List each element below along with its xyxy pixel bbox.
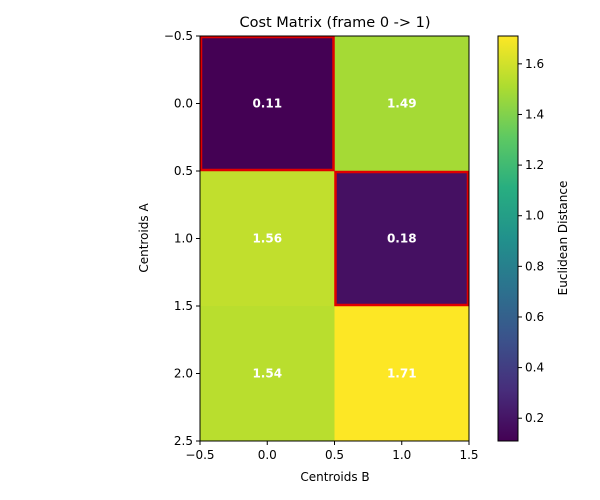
y-tick-label: 1.0: [174, 232, 193, 246]
colorbar-ticks: 0.2 0.4 0.6 0.8 1.0 1.2 1.4 1.6: [518, 57, 544, 425]
y-tick-label: 2.5: [174, 434, 193, 448]
colorbar-tick-label: 1.2: [525, 158, 544, 172]
x-tick-label: 0.0: [258, 448, 277, 462]
x-axis-label: Centroids B: [300, 470, 369, 484]
colorbar-tick-label: 0.8: [525, 259, 544, 273]
cell-label-0-0: 0.11: [252, 97, 282, 111]
colorbar-tick-label: 1.0: [525, 209, 544, 223]
y-axis-ticks: −0.5 0.0 0.5 1.0 1.5 2.0 2.5: [164, 29, 200, 448]
heatmap-cell-0-1: [334, 36, 469, 171]
cell-label-2-0: 1.54: [252, 367, 282, 381]
cell-label-1-1: 0.18: [387, 232, 417, 246]
colorbar-tick-label: 0.4: [525, 361, 544, 375]
cell-label-2-1: 1.71: [387, 367, 417, 381]
colorbar-tick-label: 1.6: [525, 57, 544, 71]
highlight-boxes: [199, 35, 470, 307]
y-tick-label: 0.0: [174, 97, 193, 111]
cell-label-0-1: 1.49: [387, 97, 417, 111]
x-tick-label: 1.5: [459, 448, 478, 462]
highlight-box-0-0: [199, 35, 335, 172]
colorbar-tick-label: 0.6: [525, 310, 544, 324]
y-tick-label: −0.5: [164, 29, 193, 43]
heatmap-cells: [200, 36, 469, 441]
colorbar-tick-label: 1.4: [525, 107, 544, 121]
colorbar: [497, 35, 519, 442]
cell-label-1-0: 1.56: [252, 232, 282, 246]
colorbar-tick-label: 0.2: [525, 411, 544, 425]
x-tick-label: 0.5: [325, 448, 344, 462]
cell-value-labels: 0.11 1.49 1.56 0.18 1.54 1.71: [252, 97, 416, 381]
x-tick-label: 1.0: [392, 448, 411, 462]
heatmap-cell-1-1: [334, 171, 469, 306]
x-tick-label: −0.5: [185, 448, 214, 462]
heatmap-cell-2-1: [334, 306, 469, 441]
y-axis-label: Centroids A: [137, 203, 151, 273]
y-tick-label: 2.0: [174, 367, 193, 381]
colorbar-label: Euclidean Distance: [556, 181, 570, 296]
chart-title: Cost Matrix (frame 0 -> 1): [239, 15, 430, 31]
y-tick-label: 1.5: [174, 299, 193, 313]
heatmap-cell-0-0: [200, 36, 335, 171]
y-tick-label: 0.5: [174, 164, 193, 178]
highlight-box-1-1: [334, 170, 470, 307]
x-axis-ticks: −0.5 0.0 0.5 1.0 1.5: [185, 441, 479, 462]
heatmap-cell-1-0: [200, 171, 335, 306]
heatmap-cell-2-0: [200, 306, 335, 441]
